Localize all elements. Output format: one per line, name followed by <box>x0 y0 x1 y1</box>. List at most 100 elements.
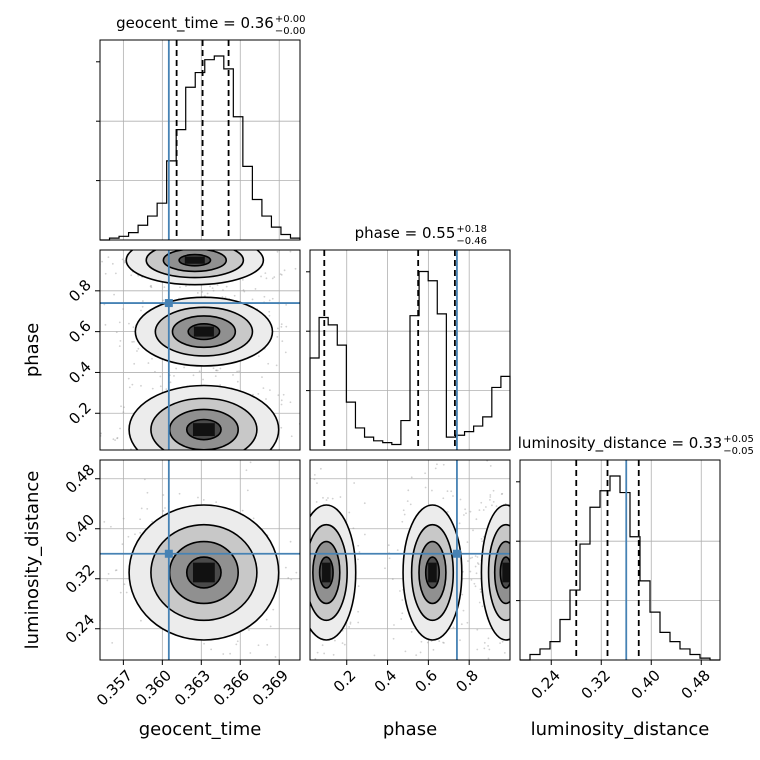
sample-point <box>443 642 445 644</box>
sample-point <box>491 504 493 507</box>
density-core <box>322 562 331 583</box>
sample-point <box>223 242 225 244</box>
contour-line <box>499 556 510 589</box>
sample-point <box>90 308 92 310</box>
contour-line <box>487 523 510 622</box>
sample-point <box>339 496 342 498</box>
sample-point <box>327 262 329 264</box>
sample-point <box>525 619 527 621</box>
sample-point <box>112 438 115 441</box>
sample-point <box>524 530 526 532</box>
sample-point <box>134 533 136 536</box>
sample-point <box>305 570 307 572</box>
sample-point <box>161 458 163 460</box>
sample-point <box>536 528 538 530</box>
sample-point <box>513 650 515 652</box>
sample-point <box>526 657 528 659</box>
sample-point <box>139 518 142 521</box>
sample-point <box>98 232 100 234</box>
title-err-plus: +0.18 <box>456 224 487 235</box>
sample-point <box>297 556 299 558</box>
sample-point <box>442 463 445 466</box>
sample-point <box>150 286 153 289</box>
sample-point <box>262 666 264 668</box>
sample-point <box>111 642 114 644</box>
sample-point <box>47 561 49 563</box>
sample-point <box>501 492 504 495</box>
sample-point <box>283 269 286 272</box>
contour-line <box>162 250 228 273</box>
sample-point <box>479 588 482 591</box>
sample-point <box>343 643 346 646</box>
sample-point <box>387 544 390 547</box>
y-axis-label-phase: phase <box>22 323 43 377</box>
sample-point <box>236 380 239 383</box>
sample-point <box>473 582 476 585</box>
sample-point <box>225 246 227 248</box>
sample-point <box>109 525 112 528</box>
sample-point <box>478 601 481 604</box>
sample-point <box>438 640 441 643</box>
contour-line <box>150 523 258 622</box>
sample-point <box>293 587 295 589</box>
sample-point <box>266 643 269 646</box>
sample-point <box>223 244 225 246</box>
sample-point <box>277 394 280 397</box>
sample-point <box>424 486 427 489</box>
sample-point <box>116 437 118 440</box>
sample-point <box>232 374 234 376</box>
sample-point <box>522 603 524 605</box>
sample-point <box>294 593 296 595</box>
sample-point <box>146 507 149 510</box>
x-axis-label-geocent_time: geocent_time <box>139 719 262 740</box>
sample-point <box>290 606 292 608</box>
sample-point <box>249 454 251 456</box>
sample-point <box>123 406 125 409</box>
hist-panel-geocent_time: geocent_time = 0.36 +0.00−0.00 <box>96 14 306 241</box>
sample-point <box>173 241 175 243</box>
sample-point <box>510 581 512 583</box>
sample-point <box>178 492 181 495</box>
panel-frame <box>99 39 301 241</box>
sample-point <box>489 496 492 498</box>
sample-point <box>204 295 206 297</box>
sample-point <box>532 490 534 492</box>
sample-point <box>474 565 477 568</box>
contour-line <box>154 306 254 357</box>
sample-point <box>251 483 253 485</box>
sample-point <box>154 461 156 463</box>
contour-line <box>493 540 510 605</box>
sample-point <box>90 596 92 598</box>
sample-point <box>241 278 244 281</box>
truth-marker <box>452 549 461 558</box>
sample-point <box>432 660 434 662</box>
x-tick-label: 0.360 <box>132 666 175 709</box>
sample-point <box>287 577 290 579</box>
sample-point <box>489 465 492 467</box>
sample-point <box>264 474 266 476</box>
sample-point <box>140 619 142 622</box>
sample-point <box>293 584 295 586</box>
sample-point <box>479 591 482 593</box>
sample-point <box>226 226 228 228</box>
title-geocent_time: geocent_time = 0.36 <box>116 14 274 33</box>
sample-point <box>532 576 534 578</box>
sample-point <box>106 579 109 582</box>
sample-point <box>518 578 520 580</box>
sample-point <box>410 476 413 479</box>
sample-point <box>470 578 473 581</box>
sample-point <box>123 583 126 586</box>
sample-point <box>85 305 87 307</box>
sample-point <box>18 320 20 322</box>
sample-point <box>301 624 303 626</box>
sample-point <box>295 549 297 551</box>
sample-point <box>121 258 124 261</box>
sample-point <box>357 585 360 588</box>
sample-point <box>486 691 488 693</box>
sample-point <box>203 642 205 645</box>
sample-point <box>305 609 307 611</box>
sample-point <box>151 476 153 478</box>
sample-point <box>461 593 464 596</box>
y-axis-label-luminosity_distance: luminosity_distance <box>22 471 43 650</box>
sample-point <box>210 648 213 651</box>
